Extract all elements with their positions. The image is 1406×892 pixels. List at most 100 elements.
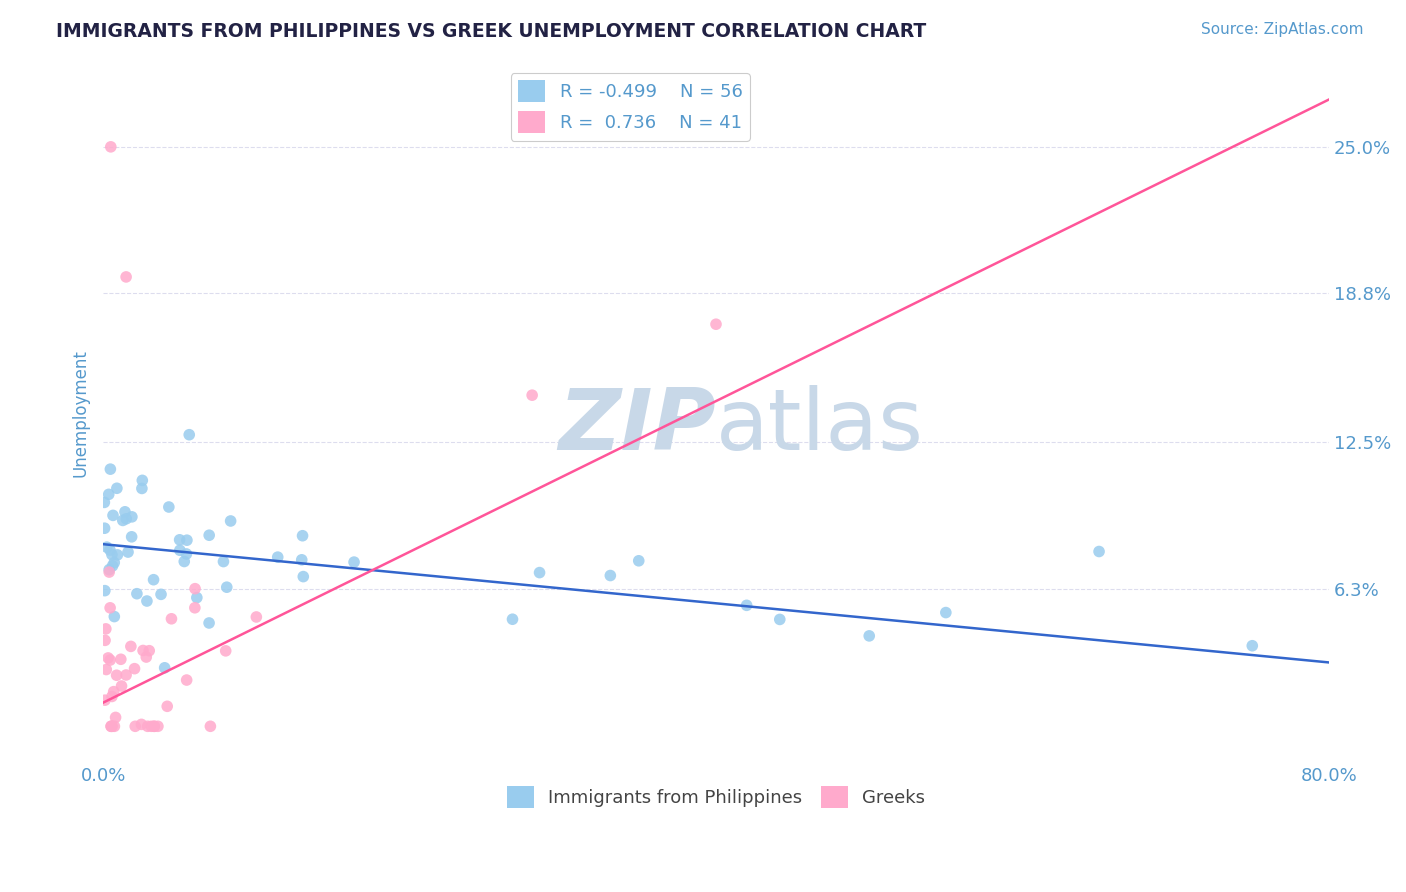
Point: [110, 652, 132, 666]
Point: [98, 653, 121, 667]
Point: [157, 500, 180, 514]
Point: [97, 487, 120, 501]
Point: [103, 719, 125, 733]
Point: [105, 481, 128, 495]
Y-axis label: Unemployment: Unemployment: [72, 349, 89, 477]
Point: [150, 587, 173, 601]
Point: [704, 317, 727, 331]
Point: [132, 643, 155, 657]
Point: [215, 580, 238, 594]
Point: [93, 521, 115, 535]
Point: [101, 558, 124, 573]
Point: [114, 505, 136, 519]
Point: [121, 530, 143, 544]
Text: ZIP: ZIP: [558, 385, 716, 468]
Point: [291, 529, 314, 543]
Point: [103, 684, 125, 698]
Point: [93, 495, 115, 509]
Point: [173, 554, 195, 568]
Point: [184, 600, 207, 615]
Text: IMMIGRANTS FROM PHILIPPINES VS GREEK UNEMPLOYMENT CORRELATION CHART: IMMIGRANTS FROM PHILIPPINES VS GREEK UNE…: [56, 22, 927, 41]
Point: [135, 650, 157, 665]
Point: [103, 609, 125, 624]
Point: [101, 508, 124, 523]
Point: [101, 719, 124, 733]
Point: [131, 717, 153, 731]
Point: [98, 563, 121, 577]
Point: [124, 662, 146, 676]
Point: [143, 719, 166, 733]
Text: atlas: atlas: [716, 385, 924, 468]
Point: [156, 699, 179, 714]
Point: [935, 606, 957, 620]
Point: [198, 615, 221, 630]
Point: [101, 548, 124, 562]
Point: [96, 663, 118, 677]
Point: [131, 474, 153, 488]
Point: [186, 591, 208, 605]
Point: [107, 548, 129, 562]
Point: [215, 644, 238, 658]
Point: [104, 710, 127, 724]
Point: [179, 427, 201, 442]
Point: [735, 599, 758, 613]
Point: [198, 528, 221, 542]
Point: [1088, 544, 1111, 558]
Point: [142, 573, 165, 587]
Point: [141, 719, 163, 733]
Point: [160, 612, 183, 626]
Point: [100, 719, 122, 733]
Point: [1241, 639, 1264, 653]
Point: [212, 555, 235, 569]
Legend: Immigrants from Philippines, Greeks: Immigrants from Philippines, Greeks: [499, 779, 932, 815]
Point: [135, 594, 157, 608]
Point: [176, 673, 198, 687]
Point: [115, 668, 138, 682]
Point: [176, 547, 198, 561]
Point: [146, 719, 169, 733]
Point: [96, 540, 118, 554]
Point: [184, 582, 207, 596]
Point: [520, 388, 543, 402]
Point: [599, 568, 621, 582]
Point: [103, 556, 125, 570]
Point: [200, 719, 222, 733]
Point: [121, 509, 143, 524]
Point: [100, 719, 122, 733]
Point: [267, 550, 290, 565]
Point: [111, 513, 134, 527]
Point: [627, 554, 650, 568]
Point: [136, 719, 159, 733]
Point: [98, 600, 121, 615]
Point: [115, 269, 138, 284]
Point: [94, 693, 117, 707]
Point: [169, 543, 191, 558]
Point: [219, 514, 242, 528]
Point: [153, 661, 176, 675]
Point: [94, 622, 117, 636]
Text: Source: ZipAtlas.com: Source: ZipAtlas.com: [1201, 22, 1364, 37]
Point: [529, 566, 551, 580]
Point: [105, 668, 128, 682]
Point: [115, 512, 138, 526]
Point: [100, 140, 122, 154]
Point: [245, 610, 267, 624]
Point: [100, 462, 122, 476]
Point: [291, 553, 314, 567]
Point: [120, 640, 142, 654]
Point: [94, 633, 117, 648]
Point: [143, 719, 166, 733]
Point: [98, 565, 121, 579]
Point: [292, 569, 315, 583]
Point: [110, 679, 132, 693]
Point: [94, 583, 117, 598]
Point: [101, 690, 124, 704]
Point: [343, 555, 366, 569]
Point: [98, 543, 121, 558]
Point: [117, 545, 139, 559]
Point: [176, 533, 198, 548]
Point: [138, 643, 160, 657]
Point: [169, 533, 191, 547]
Point: [124, 719, 146, 733]
Point: [131, 482, 153, 496]
